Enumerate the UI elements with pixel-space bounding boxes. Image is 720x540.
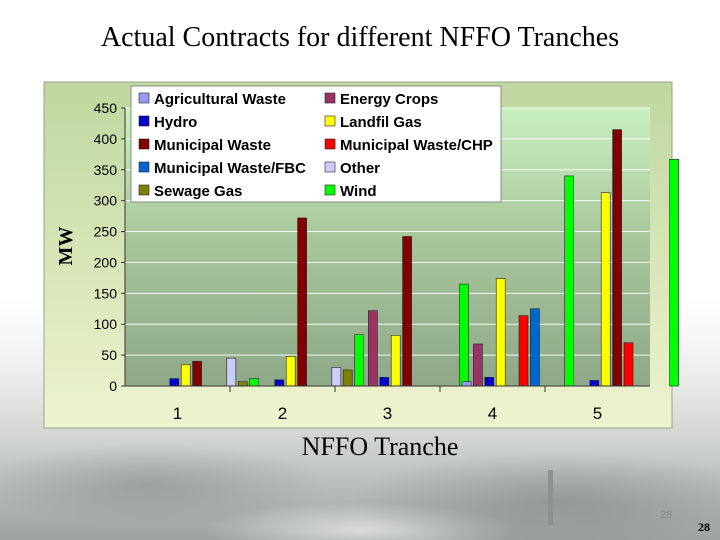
y-tick-label: 400 <box>94 131 118 147</box>
bar <box>484 377 495 387</box>
x-tick-label: 1 <box>173 404 182 423</box>
legend-label: Municipal Waste/FBC <box>154 160 306 177</box>
bar <box>390 335 401 387</box>
slide-number-faint: 28 <box>660 509 673 521</box>
legend: Agricultural Waste Energy Crops Hydro Landf… <box>130 85 502 203</box>
bar <box>331 367 342 387</box>
bar <box>297 217 307 387</box>
chimney-silhouette <box>548 470 553 525</box>
bar <box>354 334 364 387</box>
x-tick-label: 3 <box>383 404 392 423</box>
legend-label: Municipal Waste <box>154 137 271 154</box>
legend-label: Other <box>340 160 380 177</box>
y-tick-label: 450 <box>94 100 118 116</box>
y-tick-label: 0 <box>109 378 117 394</box>
legend-swatch <box>324 138 336 150</box>
legend-label: Hydro <box>154 114 197 131</box>
y-axis-ticks: 0 50 100 150 200 250 300 350 400 450 <box>94 100 125 394</box>
y-tick-label: 300 <box>94 193 118 209</box>
legend-swatch <box>324 115 336 127</box>
slide-title: Actual Contracts for different NFFO Tran… <box>100 22 620 53</box>
bar <box>530 308 540 387</box>
legend-label: Agricultural Waste <box>154 91 286 108</box>
bar <box>473 343 483 387</box>
y-axis-title: MW <box>55 227 77 266</box>
legend-swatch <box>324 92 336 104</box>
legend-swatch <box>324 161 336 173</box>
bar <box>612 129 622 387</box>
bar <box>623 342 634 387</box>
y-tick-label: 200 <box>94 254 118 270</box>
bar <box>564 175 574 387</box>
bar <box>669 158 679 387</box>
x-tick-label: 4 <box>488 404 497 423</box>
bar <box>249 378 259 387</box>
bar <box>368 310 378 387</box>
bar <box>589 380 600 387</box>
slide-number: 28 <box>698 520 710 534</box>
y-tick-label: 250 <box>94 224 118 240</box>
bar <box>237 381 248 387</box>
bar <box>461 381 472 387</box>
legend-label: Wind <box>340 183 377 200</box>
bar <box>285 356 296 387</box>
legend-swatch <box>138 92 150 104</box>
y-tick-label: 350 <box>94 162 118 178</box>
bar <box>274 379 285 387</box>
x-tick-label: 5 <box>593 404 602 423</box>
bar <box>169 378 180 387</box>
legend-label: Sewage Gas <box>154 183 242 200</box>
legend-swatch <box>138 138 150 150</box>
x-axis-ticks: 1 2 3 4 5 <box>173 386 602 423</box>
legend-box <box>130 85 502 203</box>
y-tick-label: 50 <box>101 347 117 363</box>
legend-swatch <box>138 161 150 173</box>
bar <box>495 278 506 387</box>
y-tick-label: 100 <box>94 316 118 332</box>
legend-swatch <box>138 115 150 127</box>
bar <box>459 283 469 387</box>
bar <box>192 360 202 387</box>
bar <box>600 192 611 387</box>
bar <box>402 236 412 387</box>
legend-swatch <box>324 184 336 196</box>
x-tick-label: 2 <box>278 404 287 423</box>
bar <box>226 357 237 387</box>
bar <box>518 315 529 387</box>
bar <box>342 369 353 387</box>
legend-label: Municipal Waste/CHP <box>340 137 493 154</box>
y-tick-label: 150 <box>94 285 118 301</box>
legend-label: Landfil Gas <box>340 114 422 131</box>
x-axis-title: NFFO Tranche <box>301 432 459 461</box>
bar <box>180 364 191 387</box>
bar <box>379 377 390 387</box>
legend-swatch <box>138 184 150 196</box>
legend-label: Energy Crops <box>340 91 438 108</box>
